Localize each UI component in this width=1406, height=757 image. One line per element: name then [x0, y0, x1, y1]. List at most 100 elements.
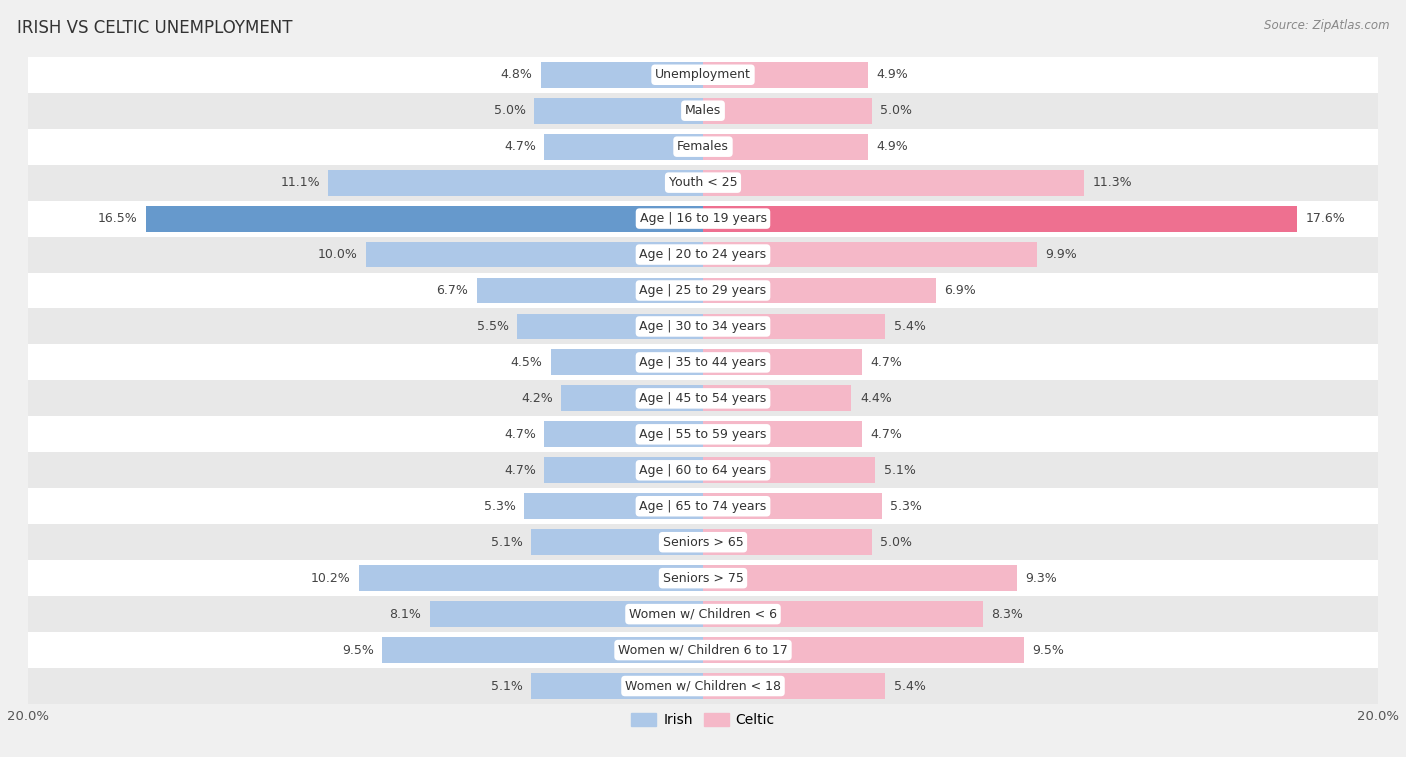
Bar — [703, 170, 1084, 195]
Bar — [703, 385, 852, 411]
Bar — [703, 62, 869, 88]
Text: 4.9%: 4.9% — [877, 140, 908, 153]
Text: Age | 45 to 54 years: Age | 45 to 54 years — [640, 392, 766, 405]
Bar — [703, 529, 872, 555]
Bar — [541, 62, 703, 88]
Text: 4.7%: 4.7% — [505, 428, 536, 441]
Text: 9.9%: 9.9% — [1046, 248, 1077, 261]
Text: Females: Females — [678, 140, 728, 153]
Bar — [703, 457, 875, 483]
Text: Unemployment: Unemployment — [655, 68, 751, 81]
Bar — [703, 241, 1038, 267]
Bar — [28, 380, 1378, 416]
Text: Age | 60 to 64 years: Age | 60 to 64 years — [640, 464, 766, 477]
Bar — [703, 565, 1017, 591]
Text: 6.7%: 6.7% — [437, 284, 468, 297]
Bar — [531, 673, 703, 699]
Text: Women w/ Children < 18: Women w/ Children < 18 — [626, 680, 780, 693]
Bar — [703, 206, 1296, 232]
Text: 4.7%: 4.7% — [870, 356, 901, 369]
Text: Women w/ Children < 6: Women w/ Children < 6 — [628, 608, 778, 621]
Legend: Irish, Celtic: Irish, Celtic — [626, 707, 780, 733]
Bar — [703, 350, 862, 375]
Text: Source: ZipAtlas.com: Source: ZipAtlas.com — [1264, 19, 1389, 32]
Text: Seniors > 65: Seniors > 65 — [662, 536, 744, 549]
Text: 9.3%: 9.3% — [1025, 572, 1057, 584]
Text: 8.1%: 8.1% — [389, 608, 422, 621]
Text: Age | 25 to 29 years: Age | 25 to 29 years — [640, 284, 766, 297]
Bar — [703, 673, 886, 699]
Text: 4.2%: 4.2% — [522, 392, 553, 405]
Bar — [703, 601, 983, 627]
Bar — [28, 129, 1378, 165]
Bar — [28, 344, 1378, 380]
Bar — [703, 313, 886, 339]
Bar — [28, 309, 1378, 344]
Bar — [28, 597, 1378, 632]
Text: 5.1%: 5.1% — [491, 536, 523, 549]
Bar — [382, 637, 703, 663]
Text: 4.7%: 4.7% — [505, 140, 536, 153]
Text: 16.5%: 16.5% — [98, 212, 138, 225]
Text: 4.4%: 4.4% — [860, 392, 891, 405]
Bar — [28, 201, 1378, 236]
Text: Age | 65 to 74 years: Age | 65 to 74 years — [640, 500, 766, 512]
Text: 6.9%: 6.9% — [945, 284, 976, 297]
Bar — [703, 278, 936, 304]
Text: 4.8%: 4.8% — [501, 68, 533, 81]
Bar — [477, 278, 703, 304]
Bar — [703, 98, 872, 123]
Text: 4.5%: 4.5% — [510, 356, 543, 369]
Text: 5.4%: 5.4% — [894, 680, 925, 693]
Text: Women w/ Children 6 to 17: Women w/ Children 6 to 17 — [619, 643, 787, 656]
Bar — [703, 637, 1024, 663]
Text: 4.9%: 4.9% — [877, 68, 908, 81]
Text: Seniors > 75: Seniors > 75 — [662, 572, 744, 584]
Bar — [28, 57, 1378, 93]
Text: 5.0%: 5.0% — [494, 104, 526, 117]
Text: 9.5%: 9.5% — [342, 643, 374, 656]
Bar — [534, 98, 703, 123]
Bar — [517, 313, 703, 339]
Bar — [28, 236, 1378, 273]
Bar — [359, 565, 703, 591]
Text: 5.3%: 5.3% — [484, 500, 516, 512]
Bar — [561, 385, 703, 411]
Text: 5.1%: 5.1% — [491, 680, 523, 693]
Bar — [146, 206, 703, 232]
Text: 10.2%: 10.2% — [311, 572, 350, 584]
Text: 5.1%: 5.1% — [883, 464, 915, 477]
Bar — [28, 632, 1378, 668]
Bar — [366, 241, 703, 267]
Bar — [531, 529, 703, 555]
Text: Age | 30 to 34 years: Age | 30 to 34 years — [640, 320, 766, 333]
Bar — [430, 601, 703, 627]
Text: 17.6%: 17.6% — [1305, 212, 1346, 225]
Text: 5.5%: 5.5% — [477, 320, 509, 333]
Bar — [329, 170, 703, 195]
Bar — [28, 560, 1378, 597]
Bar — [551, 350, 703, 375]
Bar — [28, 668, 1378, 704]
Text: 10.0%: 10.0% — [318, 248, 357, 261]
Text: 4.7%: 4.7% — [505, 464, 536, 477]
Text: 11.3%: 11.3% — [1092, 176, 1132, 189]
Text: 5.0%: 5.0% — [880, 104, 912, 117]
Bar — [544, 422, 703, 447]
Text: 5.4%: 5.4% — [894, 320, 925, 333]
Bar — [28, 488, 1378, 524]
Text: Youth < 25: Youth < 25 — [669, 176, 737, 189]
Text: 4.7%: 4.7% — [870, 428, 901, 441]
Bar — [28, 93, 1378, 129]
Text: 8.3%: 8.3% — [991, 608, 1024, 621]
Text: Age | 16 to 19 years: Age | 16 to 19 years — [640, 212, 766, 225]
Text: IRISH VS CELTIC UNEMPLOYMENT: IRISH VS CELTIC UNEMPLOYMENT — [17, 19, 292, 37]
Text: Age | 35 to 44 years: Age | 35 to 44 years — [640, 356, 766, 369]
Bar — [703, 134, 869, 160]
Text: Age | 20 to 24 years: Age | 20 to 24 years — [640, 248, 766, 261]
Bar — [544, 134, 703, 160]
Bar — [28, 452, 1378, 488]
Text: Males: Males — [685, 104, 721, 117]
Text: 11.1%: 11.1% — [280, 176, 321, 189]
Bar — [703, 422, 862, 447]
